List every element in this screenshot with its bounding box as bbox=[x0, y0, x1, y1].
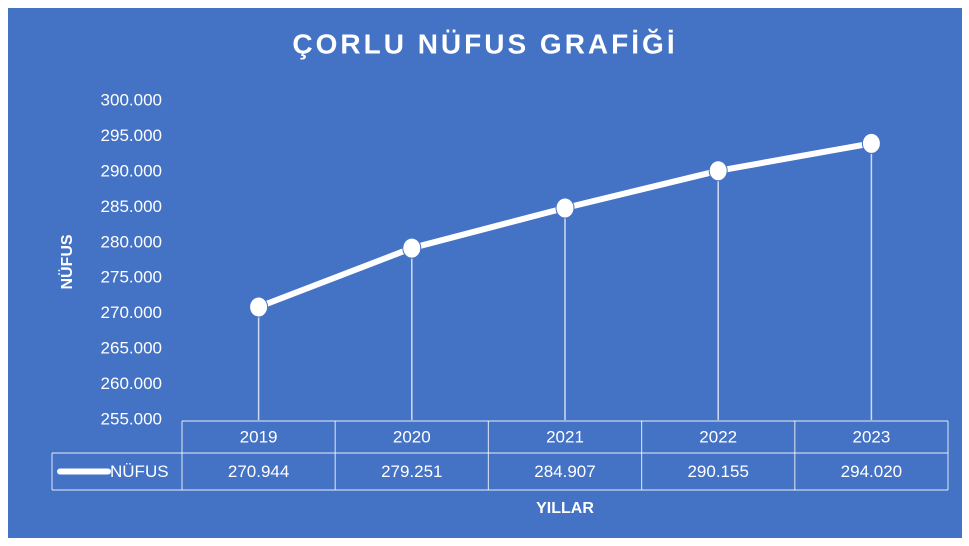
x-tick-label: 2020 bbox=[393, 427, 431, 446]
y-tick-label: 280.000 bbox=[101, 232, 162, 251]
x-tick-label: 2022 bbox=[699, 427, 737, 446]
chart-title: ÇORLU NÜFUS GRAFİĞİ bbox=[292, 28, 677, 59]
chart-background bbox=[8, 8, 962, 538]
x-tick-label: 2023 bbox=[852, 427, 890, 446]
marker bbox=[861, 132, 881, 154]
x-axis-title: YILLAR bbox=[536, 500, 594, 517]
marker bbox=[708, 160, 728, 182]
legend-label: NÜFUS bbox=[110, 462, 169, 481]
y-tick-label: 260.000 bbox=[101, 374, 162, 393]
marker bbox=[555, 197, 575, 219]
y-tick-label: 300.000 bbox=[101, 90, 162, 109]
marker bbox=[249, 296, 269, 318]
y-tick-label: 275.000 bbox=[101, 268, 162, 287]
data-label: 279.251 bbox=[381, 462, 442, 481]
y-tick-label: 270.000 bbox=[101, 303, 162, 322]
x-tick-label: 2021 bbox=[546, 427, 584, 446]
y-tick-label: 290.000 bbox=[101, 161, 162, 180]
y-tick-label: 295.000 bbox=[101, 126, 162, 145]
x-tick-label: 2019 bbox=[240, 427, 278, 446]
y-tick-label: 285.000 bbox=[101, 197, 162, 216]
marker bbox=[402, 237, 422, 259]
y-tick-label: 255.000 bbox=[101, 409, 162, 428]
y-tick-label: 265.000 bbox=[101, 339, 162, 358]
data-label: 270.944 bbox=[228, 462, 289, 481]
data-label: 294.020 bbox=[841, 462, 902, 481]
data-label: 290.155 bbox=[687, 462, 748, 481]
y-axis-title: NÜFUS bbox=[57, 234, 76, 289]
data-label: 284.907 bbox=[534, 462, 595, 481]
